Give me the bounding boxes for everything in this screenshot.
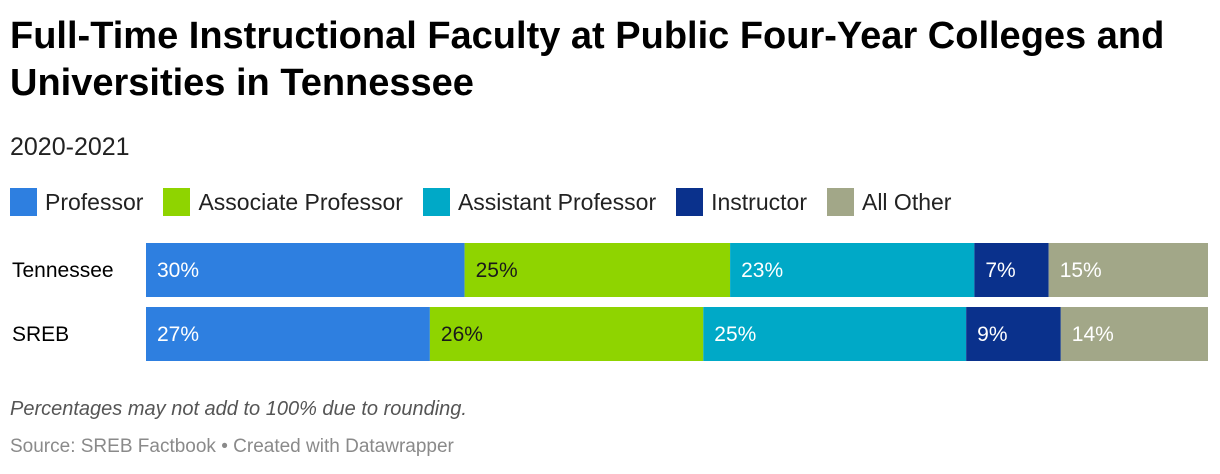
chart-legend: Professor Associate Professor Assistant Pr…	[10, 186, 971, 218]
bar-sreb-assistant-professor	[703, 307, 967, 361]
chart-title: Full-Time Instructional Faculty at Publi…	[10, 15, 1165, 104]
legend-item-professor: Professor	[10, 188, 143, 216]
chart-footer: Source: SREB Factbook • Created with Dat…	[10, 436, 454, 458]
legend-item-assistant-professor: Assistant Professor	[422, 188, 657, 216]
data-label-sreb-associate-professor: 26%	[441, 323, 483, 346]
data-label-sreb-instructor: 9%	[977, 323, 1007, 346]
legend-item-all-other: All Other	[826, 188, 952, 216]
category-label-tennessee: Tennessee	[12, 259, 114, 282]
chart-note: Percentages may not add to 100% due to r…	[10, 398, 467, 420]
data-label-sreb-professor: 27%	[157, 323, 199, 346]
data-label-sreb-all-other: 14%	[1072, 323, 1114, 346]
data-label-tennessee-instructor: 7%	[985, 259, 1015, 282]
bar-sreb-associate-professor	[429, 307, 704, 361]
bar-sreb-instructor	[966, 307, 1061, 361]
legend-swatch	[422, 188, 450, 216]
footer-separator: •	[215, 436, 234, 457]
legend-label: Instructor	[711, 188, 807, 215]
source-text: Source: SREB Factbook	[10, 436, 216, 457]
bar-tennessee-professor	[146, 243, 465, 297]
chart-subtitle: 2020-2021	[10, 133, 130, 161]
legend-label: Associate Professor	[198, 188, 403, 215]
data-label-tennessee-associate-professor: 25%	[476, 259, 518, 282]
bar-tennessee-all-other	[1048, 243, 1208, 297]
legend-swatch	[826, 188, 854, 216]
data-label-sreb-assistant-professor: 25%	[714, 323, 756, 346]
legend-label: Assistant Professor	[457, 188, 657, 215]
legend-swatch	[676, 188, 704, 216]
category-label-sreb: SREB	[12, 323, 69, 346]
legend-item-associate-professor: Associate Professor	[163, 188, 403, 216]
bar-tennessee-instructor	[974, 243, 1049, 297]
legend-swatch	[10, 188, 37, 216]
stacked-bar-chart: Tennessee 30% 25% 23% 7% 15% SREB 27% 26% 25% 9% 14…	[12, 243, 1208, 361]
credit-link[interactable]: Created with Datawrapper	[233, 436, 454, 457]
legend-label: Professor	[45, 188, 144, 215]
legend-swatch	[163, 188, 191, 216]
bar-tennessee-assistant-professor	[730, 243, 975, 297]
bar-sreb-all-other	[1060, 307, 1208, 361]
data-label-tennessee-assistant-professor: 23%	[741, 259, 783, 282]
bar-tennessee-associate-professor	[464, 243, 731, 297]
legend-item-instructor: Instructor	[676, 188, 807, 216]
bar-sreb-professor	[146, 307, 430, 361]
data-label-tennessee-all-other: 15%	[1060, 259, 1102, 282]
legend-label: All Other	[861, 188, 952, 215]
data-label-tennessee-professor: 30%	[157, 259, 199, 282]
